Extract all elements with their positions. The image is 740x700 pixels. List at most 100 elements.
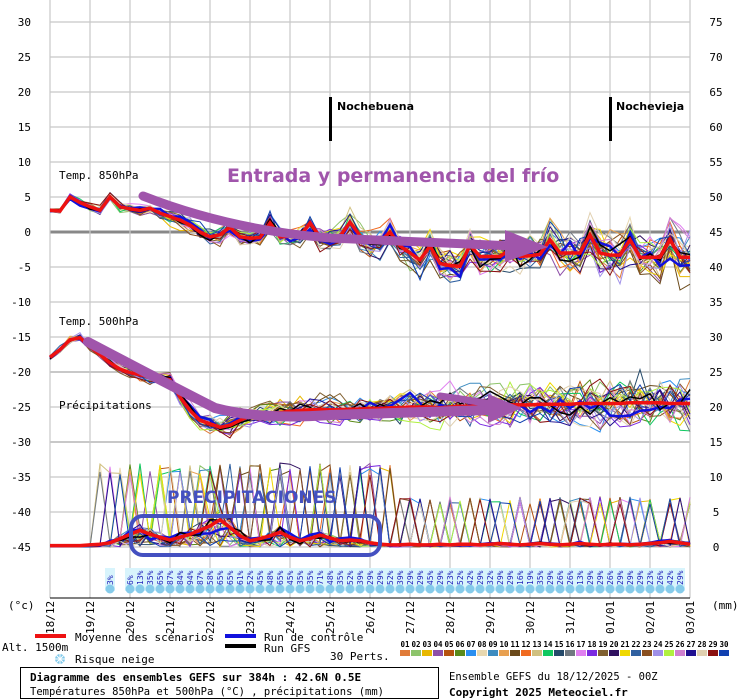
- snowflake-icon: [135, 584, 145, 594]
- date-label: 29/12: [484, 601, 497, 634]
- snowflake-icon: [575, 584, 585, 594]
- snow-risk-band: [395, 568, 405, 591]
- snowflake-icon: [545, 584, 555, 594]
- snowflake-icon: [295, 584, 305, 594]
- pert-number: 06: [455, 640, 465, 649]
- snow-risk-band: [635, 568, 645, 591]
- date-label: 02/01: [644, 601, 657, 634]
- snowflake-icon: [375, 584, 385, 594]
- pert-color-swatch: [686, 650, 696, 656]
- snow-risk-band: [125, 568, 135, 591]
- pert-color-swatch: [455, 650, 465, 656]
- snow-risk-band: [255, 568, 265, 591]
- label-precip: Précipitations: [59, 399, 152, 412]
- pert-number: 07: [466, 640, 475, 649]
- left-axis-tick-label: -40: [11, 506, 31, 519]
- pert-number: 05: [444, 640, 453, 649]
- snowflake-icon: [445, 584, 455, 594]
- snow-risk-band: [285, 568, 295, 591]
- snowflake-icon: [205, 584, 215, 594]
- date-label: 21/12: [164, 601, 177, 634]
- snow-risk-band: [545, 568, 555, 591]
- date-label: 27/12: [404, 601, 417, 634]
- legend-mean-swatch: [35, 634, 66, 638]
- snowflake-icon: [625, 584, 635, 594]
- snow-risk-value: 45%: [256, 570, 265, 585]
- perts-legend: 01 02 03 04 05 06 07 08 09 10 11 12 13 14 15 16 17 18 19 20…: [400, 640, 729, 656]
- annotation-cold-text: Entrada y permanencia del frío: [227, 165, 559, 187]
- snow-risk-band: [485, 568, 495, 591]
- snow-risk-value: 16%: [516, 570, 525, 585]
- pert-number: 30: [719, 640, 729, 649]
- snowflake-icon: [275, 584, 285, 594]
- legend-perts-label: 30 Perts.: [330, 650, 390, 663]
- left-axis-tick-label: 5: [24, 191, 31, 204]
- left-axis-tick-label: -35: [11, 471, 31, 484]
- snowflake-icon: [365, 584, 375, 594]
- chart-subtitle: Températures 850hPa et 500hPa (°C) , pré…: [30, 686, 384, 698]
- member-t850-line-30: [49, 194, 691, 282]
- left-axis-tick-label: 30: [18, 16, 31, 29]
- snow-risk-value: 65%: [156, 570, 165, 585]
- legend-mean-label: Moyenne des scénarios: [75, 631, 214, 644]
- snowflake-icon: [355, 584, 365, 594]
- date-labels: 18/12 19/12 20/12 21/12 22/12 23/12 24/12 25/12…: [44, 601, 697, 634]
- pert-number: 08: [477, 640, 487, 649]
- snowflake-icon: [555, 584, 565, 594]
- snow-risk-value: 26%: [566, 570, 575, 585]
- snow-risk-band: [605, 568, 615, 591]
- snowflake-icon: [485, 584, 495, 594]
- snowflake-icon: [145, 584, 155, 594]
- snow-risk-value: 13%: [136, 570, 145, 585]
- snowflake-icon: [455, 584, 465, 594]
- pert-color-swatch: [488, 650, 498, 656]
- pert-number: 23: [642, 640, 652, 649]
- snow-risk-value: 29%: [436, 570, 445, 585]
- snow-risk-value: 35%: [296, 570, 305, 585]
- snow-risk-band: [575, 568, 585, 591]
- right-axis-tick-label: 50: [709, 191, 722, 204]
- snow-risk-band: [445, 568, 455, 591]
- snow-risk-band: [675, 568, 685, 591]
- right-axis-tick-label: 75: [709, 16, 722, 29]
- altitude-label: Alt. 1500m: [2, 641, 69, 654]
- snowflake-icon: [345, 584, 355, 594]
- snow-risk-band: [585, 568, 595, 591]
- legend-control-label: Run de contrôle: [264, 631, 363, 644]
- right-axis-tick-label: 5: [713, 506, 720, 519]
- snow-risk-value: 45%: [286, 570, 295, 585]
- snowflake-icon: [505, 584, 515, 594]
- label-t500: Temp. 500hPa: [59, 315, 138, 328]
- snow-risk-band: [165, 568, 175, 591]
- pert-color-swatch: [499, 650, 509, 656]
- left-axis-tick-label: -15: [11, 331, 31, 344]
- snowflake-icon: [305, 584, 315, 594]
- legend-control-swatch: [225, 634, 256, 638]
- snow-risk-value: 29%: [596, 570, 605, 585]
- pert-color-swatch: [466, 650, 476, 656]
- pert-number: 02: [411, 640, 420, 649]
- snow-risk-value: 87%: [166, 570, 175, 585]
- left-axis-tick-label: -5: [18, 261, 31, 274]
- pert-number: 09: [488, 640, 498, 649]
- annotation-arrowhead-850: [505, 230, 548, 262]
- right-axis-tick-label: 30: [709, 331, 722, 344]
- pert-number: 20: [609, 640, 619, 649]
- pert-color-swatch: [631, 650, 641, 656]
- snowflake-icon: [235, 584, 245, 594]
- pert-color-swatch: [708, 650, 718, 656]
- snow-risk-band: [465, 568, 475, 591]
- event-marker-nochebuena: [329, 97, 332, 141]
- pert-number: 14: [543, 640, 553, 649]
- snow-risk-band: [235, 568, 245, 591]
- snowflake-icon: [405, 584, 415, 594]
- snowflake-icon: [565, 584, 575, 594]
- left-axis-tick-label: -30: [11, 436, 31, 449]
- pert-color-swatch: [433, 650, 443, 656]
- pert-color-swatch: [653, 650, 663, 656]
- pert-number: 22: [631, 640, 640, 649]
- date-label: 22/12: [204, 601, 217, 634]
- event-label-nochebuena: Nochebuena: [337, 100, 414, 113]
- annotation-arrow-850: [138, 191, 520, 251]
